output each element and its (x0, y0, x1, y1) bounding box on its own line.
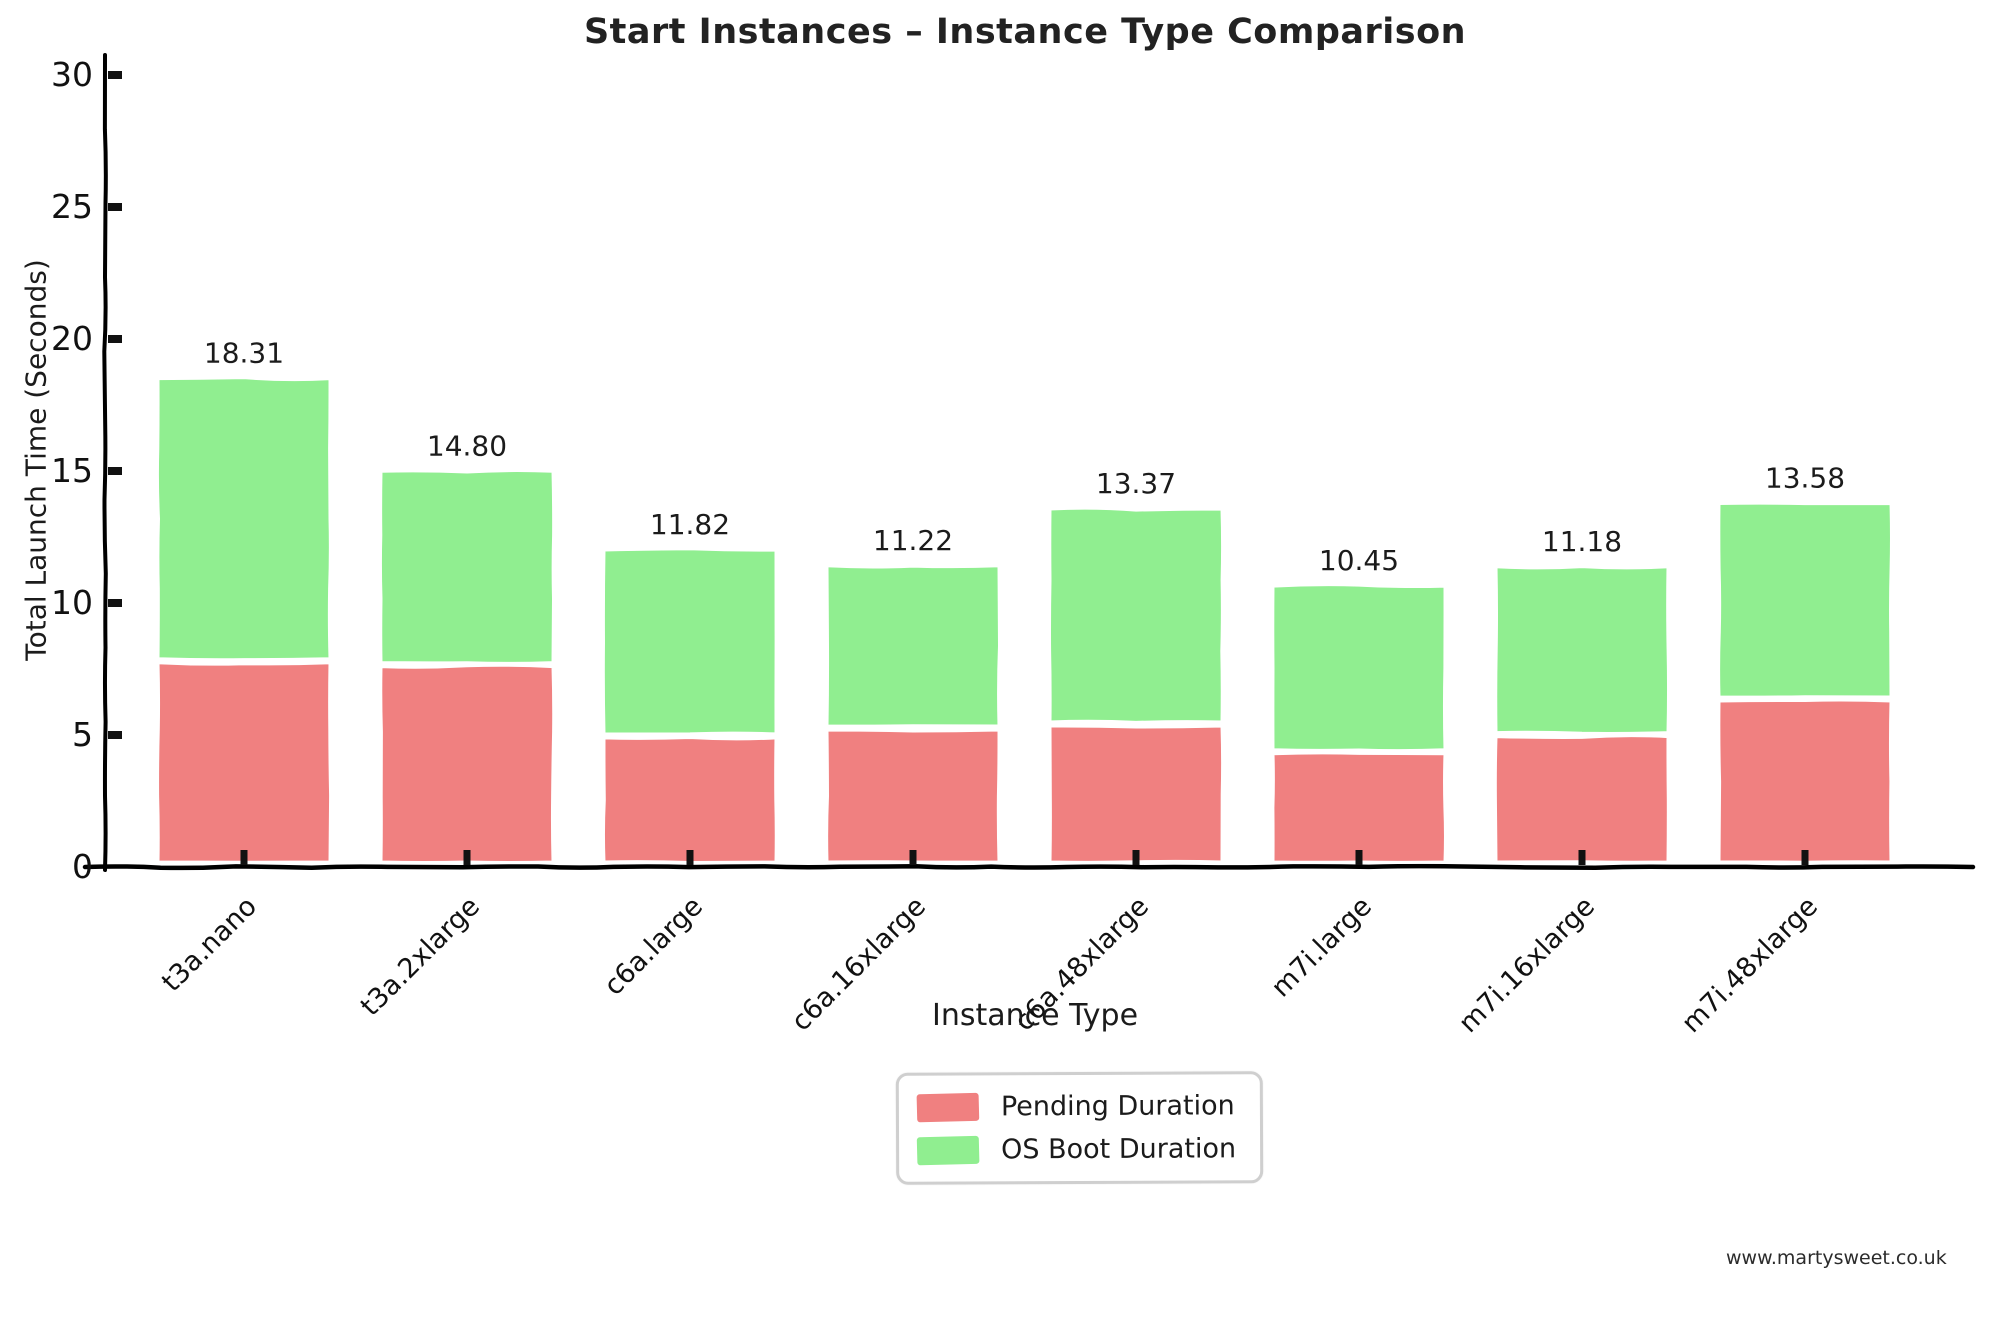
bar-segment-os-boot-t3a.nano (155, 376, 332, 662)
bar-segment-os-boot-m7i.16xlarge (1494, 565, 1671, 735)
x-tick (1355, 850, 1363, 865)
bar-segment-pending-m7i.large (1271, 751, 1447, 864)
x-tick (240, 850, 248, 865)
y-tick-label: 25 (51, 187, 93, 226)
y-axis-line (102, 53, 108, 872)
x-axis-title: Instance Type (931, 998, 1139, 1033)
bar-segment-pending-t3a.nano (156, 661, 333, 864)
y-tick (108, 203, 122, 211)
bar-segment-pending-m7i.16xlarge (1493, 734, 1670, 864)
x-tick-label: t3a.2xlarge (355, 891, 486, 1022)
y-tick-label: 5 (72, 715, 93, 754)
x-tick (463, 850, 471, 865)
bar-total-label: 11.22 (873, 524, 953, 557)
y-tick-label: 0 (72, 847, 93, 886)
y-tick (108, 71, 122, 79)
pending-duration-swatch (916, 1092, 980, 1122)
bar-segment-pending-c6a.16xlarge (825, 728, 1001, 864)
bar-segment-pending-t3a.2xlarge (379, 663, 556, 865)
y-tick-label: 20 (51, 319, 93, 358)
x-tick (1801, 850, 1809, 865)
bar-total-label: 14.80 (427, 429, 507, 462)
y-tick (108, 335, 122, 343)
bar-segment-os-boot-m7i.large (1271, 583, 1447, 753)
x-axis-line (82, 863, 1976, 871)
y-tick (108, 731, 122, 739)
chart-title: Start Instances – Instance Type Comparis… (583, 12, 1467, 52)
y-tick-label: 30 (51, 55, 93, 94)
x-tick (1578, 850, 1586, 865)
bar-total-label: 11.18 (1542, 525, 1622, 558)
x-tick-label: m7i.large (1266, 891, 1378, 1003)
y-axis-title: Total Launch Time (Seconds) (19, 259, 53, 661)
x-tick (1132, 850, 1140, 865)
bar-total-label: 18.31 (204, 337, 284, 370)
bar-segment-os-boot-c6a.48xlarge (1048, 506, 1225, 724)
bar-segment-os-boot-c6a.large (601, 547, 778, 736)
bar-segment-pending-m7i.48xlarge (1717, 698, 1893, 864)
x-tick (909, 850, 917, 865)
bar-total-label: 13.58 (1765, 461, 1845, 494)
bar-total-label: 13.37 (1096, 467, 1176, 500)
bar-segment-os-boot-m7i.48xlarge (1717, 501, 1893, 699)
bar-segment-os-boot-c6a.16xlarge (825, 564, 1001, 728)
legend: Pending Duration OS Boot Duration (895, 1071, 1264, 1185)
bar-total-label: 11.82 (650, 508, 730, 541)
y-tick-label: 15 (51, 451, 93, 490)
legend-label-pending: Pending Duration (1000, 1090, 1235, 1123)
x-tick-label: m7i.48xlarge (1676, 891, 1824, 1039)
legend-item-os-boot: OS Boot Duration (916, 1133, 1237, 1166)
bar-segment-pending-c6a.large (601, 736, 778, 864)
x-tick (686, 850, 694, 865)
y-tick (108, 467, 122, 475)
x-tick-label: t3a.nano (156, 891, 263, 998)
watermark: www.martysweet.co.uk (1726, 1247, 1947, 1269)
y-tick (108, 599, 122, 607)
x-tick-label: c6a.large (598, 891, 709, 1002)
os-boot-duration-swatch (916, 1135, 980, 1165)
x-tick-label: c6a.16xlarge (786, 891, 932, 1037)
x-tick-label: m7i.16xlarge (1453, 891, 1601, 1039)
bar-segment-pending-c6a.48xlarge (1048, 724, 1225, 864)
y-tick-label: 10 (51, 583, 93, 622)
bar-segment-os-boot-t3a.2xlarge (378, 469, 556, 665)
bar-total-label: 10.45 (1319, 544, 1399, 577)
legend-item-pending: Pending Duration (916, 1090, 1236, 1123)
legend-label-os-boot: OS Boot Duration (1001, 1133, 1237, 1166)
